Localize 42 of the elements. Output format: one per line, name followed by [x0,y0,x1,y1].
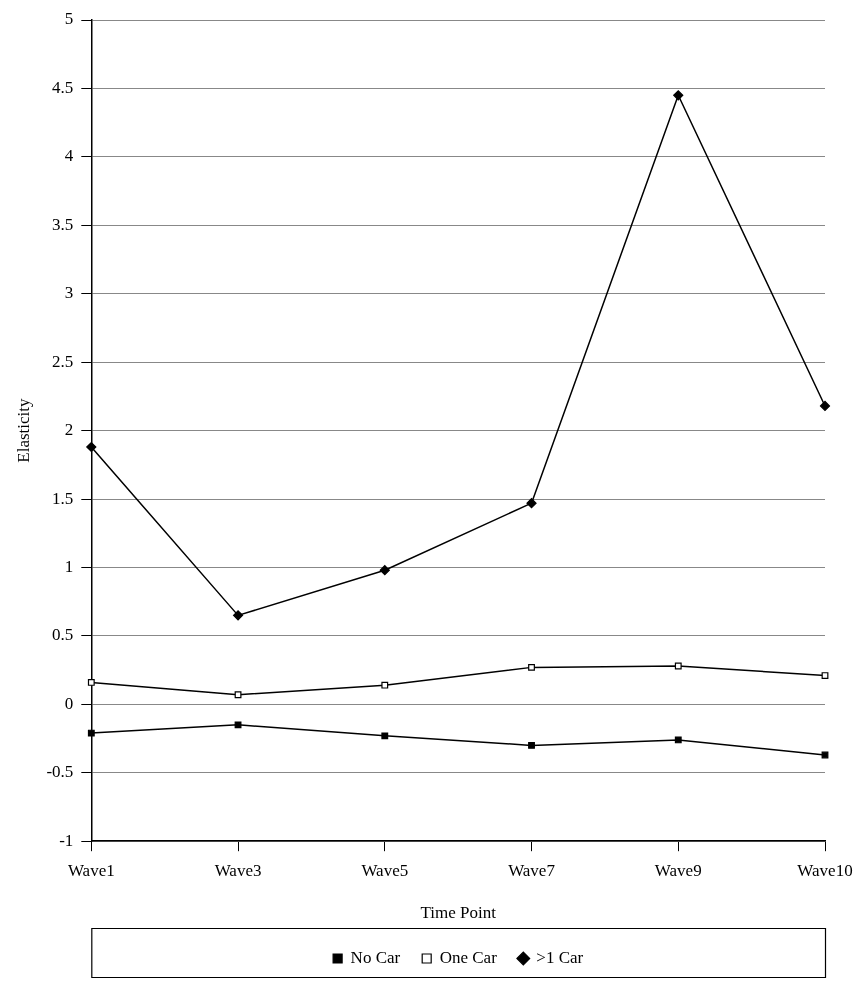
point [674,736,682,744]
y-tick-label: 5 [64,9,74,29]
point [87,679,95,686]
legend-label: >1 Car [536,947,584,967]
y-tick-label: 1 [64,556,74,576]
point [87,729,95,737]
legend-label: One Car [439,947,498,967]
y-tick-label: 2.5 [52,351,74,371]
y-tick-label: 4 [64,146,74,166]
y-tick-label: 0 [64,693,74,713]
point [86,441,97,453]
y-tick-label: -1 [59,830,74,850]
point [673,90,684,101]
x-tick-label: Wave1 [67,860,115,880]
point [232,610,244,621]
y-tick-label: 2 [64,420,74,440]
y-tick-label: 0.5 [52,625,74,645]
point [234,691,242,699]
point [526,498,537,509]
legend-label: No Car [350,947,401,967]
x-tick-label: Wave3 [214,860,262,880]
point [234,721,242,729]
x-axis-title: Time Point [420,903,497,923]
point [528,663,535,671]
point [821,672,829,680]
y-tick-label: 3.5 [52,214,74,234]
point [381,732,389,740]
point [674,662,682,670]
point [379,565,390,576]
y-tick-label: 3 [64,283,74,303]
point [528,741,535,749]
y-tick-label: 1.5 [52,488,74,508]
x-tick-label: Wave5 [361,860,409,880]
y-tick-label: 4.5 [52,77,74,97]
point [821,751,829,759]
y-axis-title: Elasticity [13,398,33,463]
point [819,400,831,412]
x-tick-label: Wave7 [508,860,556,880]
x-tick-label: Wave10 [797,860,853,880]
x-tick-label: Wave9 [654,860,702,880]
point [381,681,389,689]
y-tick-label: -0.5 [46,762,74,782]
